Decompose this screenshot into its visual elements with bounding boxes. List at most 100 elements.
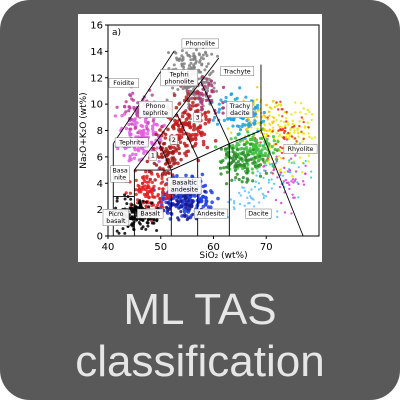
data-point xyxy=(168,206,172,210)
data-point xyxy=(134,178,138,182)
data-point xyxy=(265,154,269,158)
data-point xyxy=(167,145,172,149)
y-tick-label: 16 xyxy=(90,21,103,32)
data-point xyxy=(262,132,266,136)
data-point xyxy=(206,86,210,90)
data-point xyxy=(150,203,154,207)
data-point xyxy=(256,103,260,107)
x-tick-label: 60 xyxy=(207,242,220,253)
data-point xyxy=(171,86,175,90)
data-point xyxy=(280,135,283,138)
data-point xyxy=(130,122,134,126)
data-point xyxy=(198,58,202,62)
data-point xyxy=(114,206,118,210)
field-label-text: Phonolite xyxy=(186,41,215,48)
data-point xyxy=(256,170,259,173)
data-point xyxy=(200,62,204,66)
data-point xyxy=(265,164,268,167)
data-point xyxy=(294,154,297,157)
data-point xyxy=(199,133,204,138)
data-point xyxy=(301,118,305,121)
data-point xyxy=(255,115,258,119)
data-point xyxy=(134,208,138,212)
data-point xyxy=(290,113,293,116)
data-point xyxy=(206,89,210,93)
data-point xyxy=(282,181,285,184)
data-point xyxy=(302,183,306,186)
data-point xyxy=(179,210,183,214)
data-point xyxy=(309,176,313,179)
data-point xyxy=(257,121,260,125)
data-point xyxy=(209,79,213,83)
data-point xyxy=(136,147,140,151)
data-point xyxy=(307,154,311,157)
data-point xyxy=(133,148,137,152)
data-point xyxy=(275,104,279,108)
data-point xyxy=(150,127,155,131)
data-point xyxy=(242,147,246,151)
data-point xyxy=(298,125,301,128)
data-point xyxy=(181,132,186,136)
field-label-text: Trachyte xyxy=(223,68,251,75)
data-point xyxy=(134,188,138,192)
data-point xyxy=(255,174,258,177)
data-point xyxy=(263,151,267,155)
data-point xyxy=(189,107,193,111)
data-point xyxy=(225,170,229,174)
y-tick-label: 0 xyxy=(97,232,103,243)
data-point xyxy=(161,187,165,191)
data-point xyxy=(176,200,180,204)
data-point xyxy=(210,88,214,93)
data-point xyxy=(203,68,207,72)
data-point xyxy=(257,150,261,155)
data-point xyxy=(151,119,155,123)
data-point xyxy=(282,157,285,160)
data-point xyxy=(223,147,228,151)
data-point xyxy=(310,113,314,116)
data-point xyxy=(245,148,249,152)
data-point xyxy=(253,164,257,169)
data-point xyxy=(170,125,175,129)
data-point xyxy=(152,122,157,126)
data-point xyxy=(200,75,205,79)
data-point xyxy=(180,214,184,218)
data-point xyxy=(142,131,146,136)
data-point xyxy=(301,140,304,143)
data-point xyxy=(187,216,191,220)
data-point xyxy=(221,106,225,110)
data-point xyxy=(181,57,185,61)
data-point xyxy=(166,170,170,175)
data-point xyxy=(127,105,132,109)
data-point xyxy=(236,148,240,152)
data-point xyxy=(194,141,198,146)
data-point xyxy=(196,158,201,163)
data-point xyxy=(285,181,289,185)
data-point xyxy=(117,231,121,235)
data-point xyxy=(219,160,223,164)
data-point xyxy=(271,130,274,133)
data-point xyxy=(158,128,162,132)
data-point xyxy=(131,98,135,102)
data-point xyxy=(115,105,119,109)
data-point xyxy=(178,136,182,141)
data-point xyxy=(244,155,248,159)
data-point xyxy=(211,69,215,73)
data-point xyxy=(136,183,140,188)
data-point xyxy=(263,124,267,127)
data-point xyxy=(201,139,206,144)
data-point xyxy=(197,129,201,134)
data-point xyxy=(235,172,239,176)
data-point xyxy=(149,140,154,144)
data-point xyxy=(293,125,296,128)
data-point xyxy=(273,182,276,185)
data-point xyxy=(204,50,207,54)
data-point xyxy=(281,108,284,111)
data-point xyxy=(215,122,220,126)
data-point xyxy=(290,212,293,215)
data-point xyxy=(271,126,275,129)
data-point xyxy=(252,107,256,111)
data-point xyxy=(135,218,138,222)
data-point xyxy=(185,207,189,211)
data-point xyxy=(244,158,248,162)
